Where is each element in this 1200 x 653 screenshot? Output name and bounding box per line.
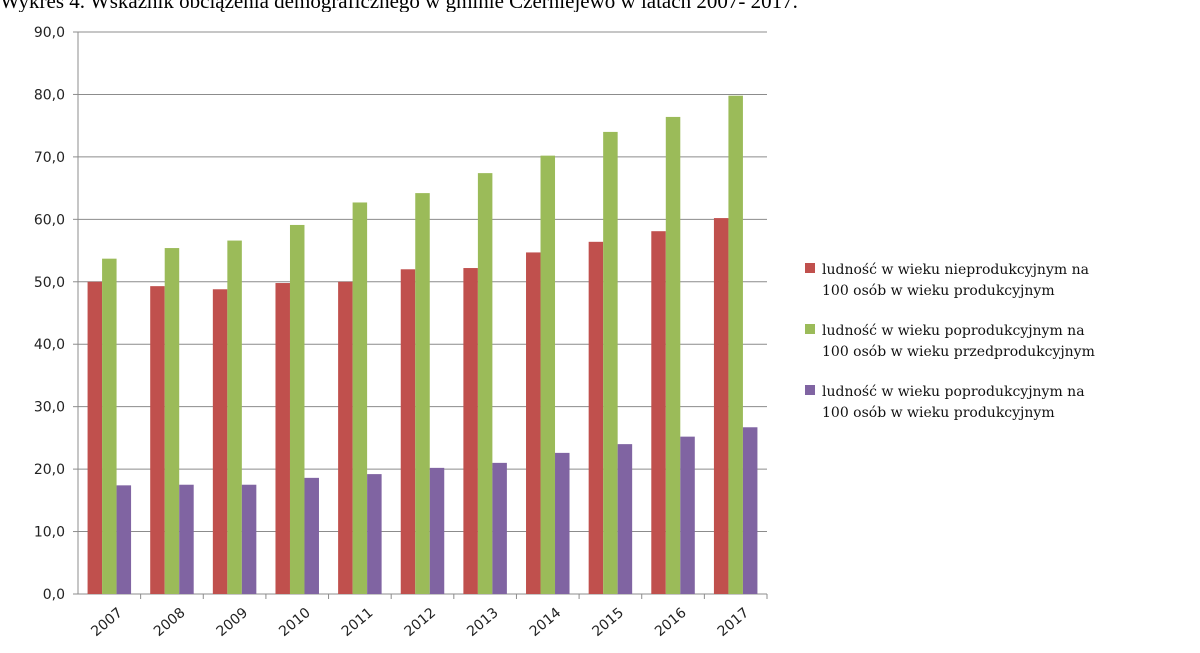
bar-2012-series-2 <box>415 193 430 594</box>
x-tick-label: 2010 <box>276 605 314 640</box>
y-tick-label: 60,0 <box>34 212 65 228</box>
x-tick-label: 2013 <box>464 605 502 640</box>
legend-swatch <box>805 263 815 273</box>
x-axis-labels: 2007 2008 2009 2010 2011 2012 2013 2014 2015 2016… <box>88 605 752 640</box>
x-tick-label: 2016 <box>652 605 690 640</box>
legend-label: ludność w wieku poprodukcyjnym na <box>822 384 1085 400</box>
y-tick-label: 30,0 <box>34 400 65 416</box>
x-tick-label: 2015 <box>589 605 627 640</box>
bar-2013-series-3 <box>492 462 507 594</box>
bar-2015-series-2 <box>603 131 618 594</box>
legend-label: 100 osób w wieku produkcyjnym <box>822 405 1055 421</box>
x-tick-label: 2008 <box>151 605 189 640</box>
bar-2014-series-1 <box>526 252 541 594</box>
x-tick-label: 2012 <box>401 605 439 640</box>
bar-2017-series-3 <box>742 427 758 594</box>
y-tick-label: 90,0 <box>34 25 65 41</box>
bar-2010-series-3 <box>304 477 319 594</box>
x-tick-label: 2011 <box>339 605 377 640</box>
y-tick-label: 0,0 <box>43 587 65 603</box>
x-tick-label: 2014 <box>527 605 565 640</box>
x-tick-label: 2017 <box>715 605 753 640</box>
y-tick-label: 40,0 <box>34 337 65 353</box>
y-tick-label: 50,0 <box>34 275 65 291</box>
bar-2013-series-2 <box>477 173 493 594</box>
legend: ludność w wieku nieprodukcyjnym na 100 os… <box>805 262 1095 421</box>
bar-2011-series-2 <box>352 202 368 594</box>
bar-2010-series-1 <box>275 283 290 594</box>
bar-2015-series-1 <box>588 241 604 594</box>
bar-2016-series-1 <box>651 231 666 594</box>
bar-2007-series-1 <box>87 281 103 594</box>
bar-2015-series-3 <box>617 444 633 594</box>
bar-2009-series-2 <box>227 240 242 594</box>
bar-2008-series-1 <box>150 286 165 594</box>
bar-2017-series-1 <box>713 218 729 594</box>
bar-2009-series-3 <box>241 484 257 594</box>
bar-2016-series-3 <box>680 436 695 594</box>
bar-2007-series-2 <box>102 258 117 594</box>
bar-2011-series-3 <box>367 474 382 594</box>
y-tick-label: 10,0 <box>34 525 65 541</box>
chart-title: Wykres 4. Wskaźnik obciążenia demografic… <box>0 0 798 12</box>
bar-2007-series-3 <box>116 485 132 594</box>
bar-2016-series-2 <box>665 116 681 595</box>
legend-label: 100 osób w wieku przedprodukcyjnym <box>822 344 1095 360</box>
x-tick-label: 2007 <box>88 605 126 640</box>
bar-2011-series-1 <box>338 281 353 594</box>
bar-2008-series-2 <box>164 248 180 594</box>
bar-2010-series-2 <box>289 224 305 594</box>
y-tick-label: 20,0 <box>34 462 65 478</box>
bar-2014-series-3 <box>555 452 570 594</box>
legend-label: 100 osób w wieku produkcyjnym <box>822 283 1055 299</box>
legend-label: ludność w wieku nieprodukcyjnym na <box>822 262 1089 278</box>
bar-2014-series-2 <box>540 155 556 594</box>
legend-label: ludność w wieku poprodukcyjnym na <box>822 323 1085 339</box>
legend-swatch <box>805 385 815 395</box>
bar-2009-series-1 <box>212 289 228 594</box>
y-tick-label: 80,0 <box>34 87 65 103</box>
bar-2012-series-3 <box>429 467 445 594</box>
legend-swatch <box>805 324 815 334</box>
bar-2008-series-3 <box>179 484 194 594</box>
y-tick-label: 70,0 <box>34 150 65 166</box>
bar-2012-series-1 <box>400 269 416 594</box>
x-tick-label: 2009 <box>214 605 252 640</box>
bar-2017-series-2 <box>728 95 743 595</box>
bars <box>87 95 758 595</box>
bar-2013-series-1 <box>463 268 478 594</box>
